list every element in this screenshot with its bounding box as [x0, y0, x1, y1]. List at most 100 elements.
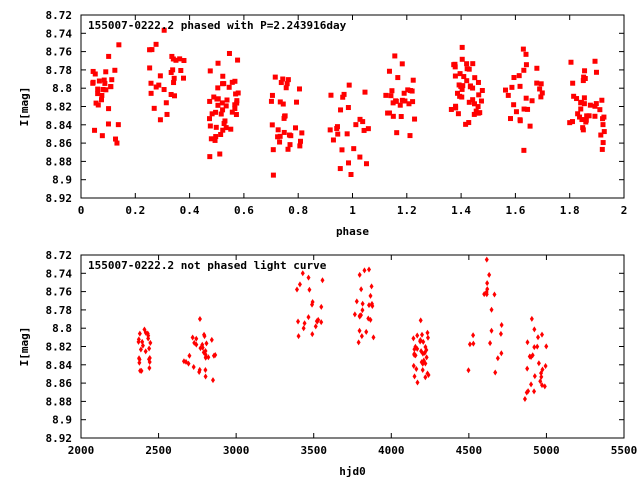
data-point	[464, 61, 470, 67]
data-point	[198, 345, 203, 352]
data-point	[200, 341, 205, 348]
data-point	[220, 107, 226, 113]
data-point	[601, 129, 607, 135]
data-point	[418, 317, 423, 324]
data-point	[143, 329, 148, 336]
data-point	[412, 351, 417, 358]
data-point	[222, 118, 228, 124]
y-tick-label: 8.88	[46, 395, 73, 408]
data-point	[235, 57, 241, 63]
data-point	[178, 67, 184, 73]
data-point	[424, 354, 429, 361]
data-point	[571, 93, 577, 99]
y-tick-label: 8.78	[46, 64, 73, 77]
data-point	[148, 90, 154, 96]
data-point	[269, 122, 275, 128]
data-point	[351, 146, 357, 152]
data-point	[537, 86, 543, 92]
data-point	[106, 106, 112, 112]
data-points	[136, 256, 549, 403]
data-point	[181, 358, 186, 365]
data-point	[361, 127, 367, 133]
data-point	[136, 338, 141, 345]
x-tick-label: 0.8	[288, 204, 308, 217]
y-tick-label: 8.72	[46, 249, 73, 262]
data-point	[527, 353, 532, 360]
data-point	[538, 81, 544, 87]
data-point	[484, 288, 489, 295]
data-point	[523, 51, 529, 57]
data-point	[96, 78, 102, 84]
data-point	[476, 92, 482, 98]
y-tick-label: 8.8	[52, 82, 72, 95]
data-point	[209, 111, 215, 117]
data-point	[394, 130, 400, 136]
data-point	[578, 106, 584, 112]
data-point	[415, 379, 420, 386]
data-point	[485, 280, 490, 287]
data-point	[543, 363, 548, 370]
data-point	[210, 377, 215, 384]
data-point	[280, 76, 286, 82]
data-point	[319, 319, 324, 326]
data-point	[314, 318, 319, 325]
data-point	[143, 348, 148, 355]
data-point	[580, 78, 586, 84]
data-point	[489, 327, 494, 334]
data-point	[389, 88, 395, 94]
data-point	[147, 345, 152, 352]
data-point	[173, 57, 179, 63]
data-point	[492, 291, 497, 298]
data-point	[204, 340, 209, 347]
data-point	[575, 111, 581, 117]
data-point	[472, 75, 478, 81]
data-point	[95, 102, 101, 108]
data-point	[579, 117, 585, 123]
data-point	[540, 382, 545, 389]
data-point	[532, 388, 537, 395]
x-tick-label: 2000	[68, 444, 95, 457]
data-point	[352, 311, 357, 318]
data-point	[101, 77, 107, 83]
data-point	[285, 146, 291, 152]
data-point	[360, 307, 365, 314]
data-point	[147, 365, 152, 372]
data-point	[92, 127, 98, 133]
data-point	[170, 56, 176, 62]
data-point	[272, 74, 278, 80]
data-point	[223, 103, 229, 109]
data-point	[99, 92, 105, 98]
data-point	[218, 131, 224, 137]
data-point	[414, 365, 419, 372]
data-point	[359, 286, 364, 293]
data-point	[459, 86, 465, 92]
data-point	[395, 75, 401, 81]
data-point	[364, 328, 369, 335]
data-point	[409, 88, 415, 94]
data-point	[529, 315, 534, 322]
data-point	[335, 131, 341, 137]
data-point	[147, 354, 152, 361]
data-point	[353, 122, 359, 128]
data-point	[600, 122, 606, 128]
data-point	[296, 318, 301, 325]
data-point	[517, 83, 523, 89]
data-point	[148, 80, 154, 86]
data-point	[215, 85, 221, 91]
data-point	[341, 91, 347, 97]
data-point	[502, 87, 508, 93]
data-point	[194, 341, 199, 348]
data-point	[423, 344, 428, 351]
data-point	[525, 339, 530, 346]
data-point	[463, 121, 469, 127]
data-point	[521, 106, 527, 112]
data-point	[310, 301, 315, 308]
data-point	[232, 102, 238, 108]
data-point	[392, 53, 398, 59]
data-point	[203, 351, 208, 358]
data-point	[277, 99, 283, 105]
data-point	[214, 96, 220, 102]
data-point	[407, 133, 413, 139]
data-point	[146, 332, 151, 339]
